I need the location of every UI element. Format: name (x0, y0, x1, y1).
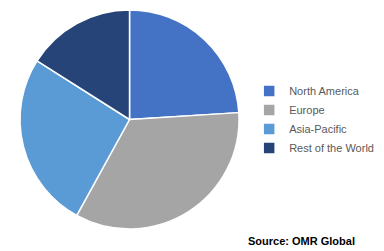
svg-text:Asia-Pacific: Asia-Pacific (289, 123, 347, 135)
svg-text:Europe: Europe (289, 104, 324, 116)
svg-text:Rest of the World: Rest of the World (289, 142, 374, 154)
svg-text:North America: North America (289, 85, 360, 97)
svg-text:Source: OMR Global: Source: OMR Global (248, 235, 355, 247)
